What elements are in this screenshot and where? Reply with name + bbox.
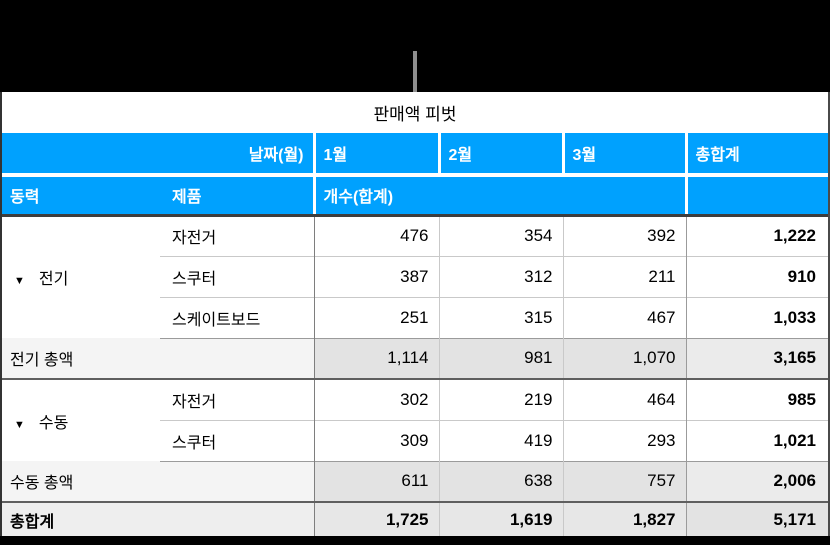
subtotal-cell[interactable]: 611 [313,460,440,503]
data-cell[interactable]: 354 [438,214,564,256]
data-cell[interactable]: 309 [313,419,440,461]
data-cell[interactable]: 251 [313,296,440,338]
row-field-header-power[interactable]: 동력 [2,175,160,217]
callout-line [413,51,417,92]
product-cell[interactable]: 스케이트보드 [160,296,315,338]
group-label-electric: 전기 [38,271,69,289]
data-cell[interactable]: 219 [438,378,564,420]
subtotal-cell[interactable]: 981 [438,337,564,380]
subtotal-empty-cell [160,337,315,380]
value-field-header-count[interactable]: 개수(합계) [312,175,687,217]
data-cell[interactable]: 467 [562,296,687,338]
data-cell[interactable]: 315 [438,296,564,338]
subtotal-row-manual: 수동 총액 611 638 757 2,006 [2,460,829,503]
row-total-cell[interactable]: 1,033 [685,296,829,338]
data-cell[interactable]: 464 [562,378,687,420]
grand-total-row: 총합계 1,725 1,619 1,827 5,171 [2,501,829,536]
data-cell[interactable]: 312 [438,255,564,297]
bottom-black-bar [0,536,830,545]
product-cell[interactable]: 자전거 [160,378,315,420]
subtotal-label[interactable]: 전기 총액 [2,338,160,380]
table-row: 스쿠터 387 312 211 910 [2,255,829,297]
group-label-manual: 수동 [38,414,69,432]
data-cell[interactable]: 211 [562,255,687,297]
data-cell[interactable]: 392 [562,214,687,256]
grand-total-cell[interactable]: 1,827 [562,501,687,536]
row-total-cell[interactable]: 1,021 [685,419,829,461]
grand-total-cell[interactable]: 1,725 [313,501,440,536]
table-row: 스케이트보드 251 315 467 1,033 [2,296,829,338]
column-header-month-2[interactable]: 2월 [437,133,564,177]
subtotal-empty-cell [160,460,315,503]
header-empty-cell [684,175,829,217]
data-cell[interactable]: 476 [313,214,440,256]
product-cell[interactable]: 자전거 [160,214,315,256]
grand-total-cell[interactable]: 1,619 [438,501,564,536]
column-header-grand-total[interactable]: 총합계 [684,133,829,177]
subtotal-row-electric: 전기 총액 1,114 981 1,070 3,165 [2,337,829,380]
row-total-cell[interactable]: 910 [685,255,829,297]
subtotal-total-cell[interactable]: 2,006 [685,460,829,503]
data-cell[interactable]: 419 [438,419,564,461]
subtotal-cell[interactable]: 757 [562,460,687,503]
collapse-triangle-icon[interactable]: ▼ [14,418,25,431]
subtotal-label[interactable]: 수동 총액 [2,461,160,503]
grand-total-empty-cell [160,501,315,536]
pivot-table: 날짜(월) 1월 2월 3월 총합계 동력 제품 개수(합계) ▼ 전기 [2,133,829,536]
product-cell[interactable]: 스쿠터 [160,419,315,461]
subtotal-total-cell[interactable]: 3,165 [685,337,829,380]
pivot-table-title: 판매액 피벗 [2,92,828,133]
data-cell[interactable]: 293 [562,419,687,461]
data-cell[interactable]: 387 [313,255,440,297]
row-total-cell[interactable]: 1,222 [685,214,829,256]
data-cell[interactable]: 302 [313,378,440,420]
grand-total-label[interactable]: 총합계 [2,501,160,536]
top-black-bar [0,0,830,92]
column-header-month-3[interactable]: 3월 [561,133,687,177]
group-cell-electric[interactable]: ▼ 전기 [2,215,160,338]
pivot-panel: 판매액 피벗 날짜(월) 1월 2월 3월 총합계 동력 제품 개수(합계) [0,92,830,536]
grand-total-total-cell[interactable]: 5,171 [685,501,829,536]
header-row-fields: 동력 제품 개수(합계) [2,175,829,217]
group-cell-manual[interactable]: ▼ 수동 [2,379,160,461]
subtotal-cell[interactable]: 1,070 [562,337,687,380]
table-row: 스쿠터 309 419 293 1,021 [2,419,829,461]
row-field-header-product[interactable]: 제품 [160,175,315,217]
collapse-triangle-icon[interactable]: ▼ [14,275,25,288]
subtotal-cell[interactable]: 1,114 [313,337,440,380]
table-row: ▼ 수동 자전거 302 219 464 985 [2,378,829,461]
subtotal-cell[interactable]: 638 [438,460,564,503]
header-row-columns: 날짜(월) 1월 2월 3월 총합계 [2,133,829,177]
product-cell[interactable]: 스쿠터 [160,255,315,297]
table-row: ▼ 전기 자전거 476 354 392 1,222 [2,214,829,338]
column-field-header-date[interactable]: 날짜(월) [2,133,315,177]
column-header-month-1[interactable]: 1월 [312,133,440,177]
row-total-cell[interactable]: 985 [685,378,829,420]
